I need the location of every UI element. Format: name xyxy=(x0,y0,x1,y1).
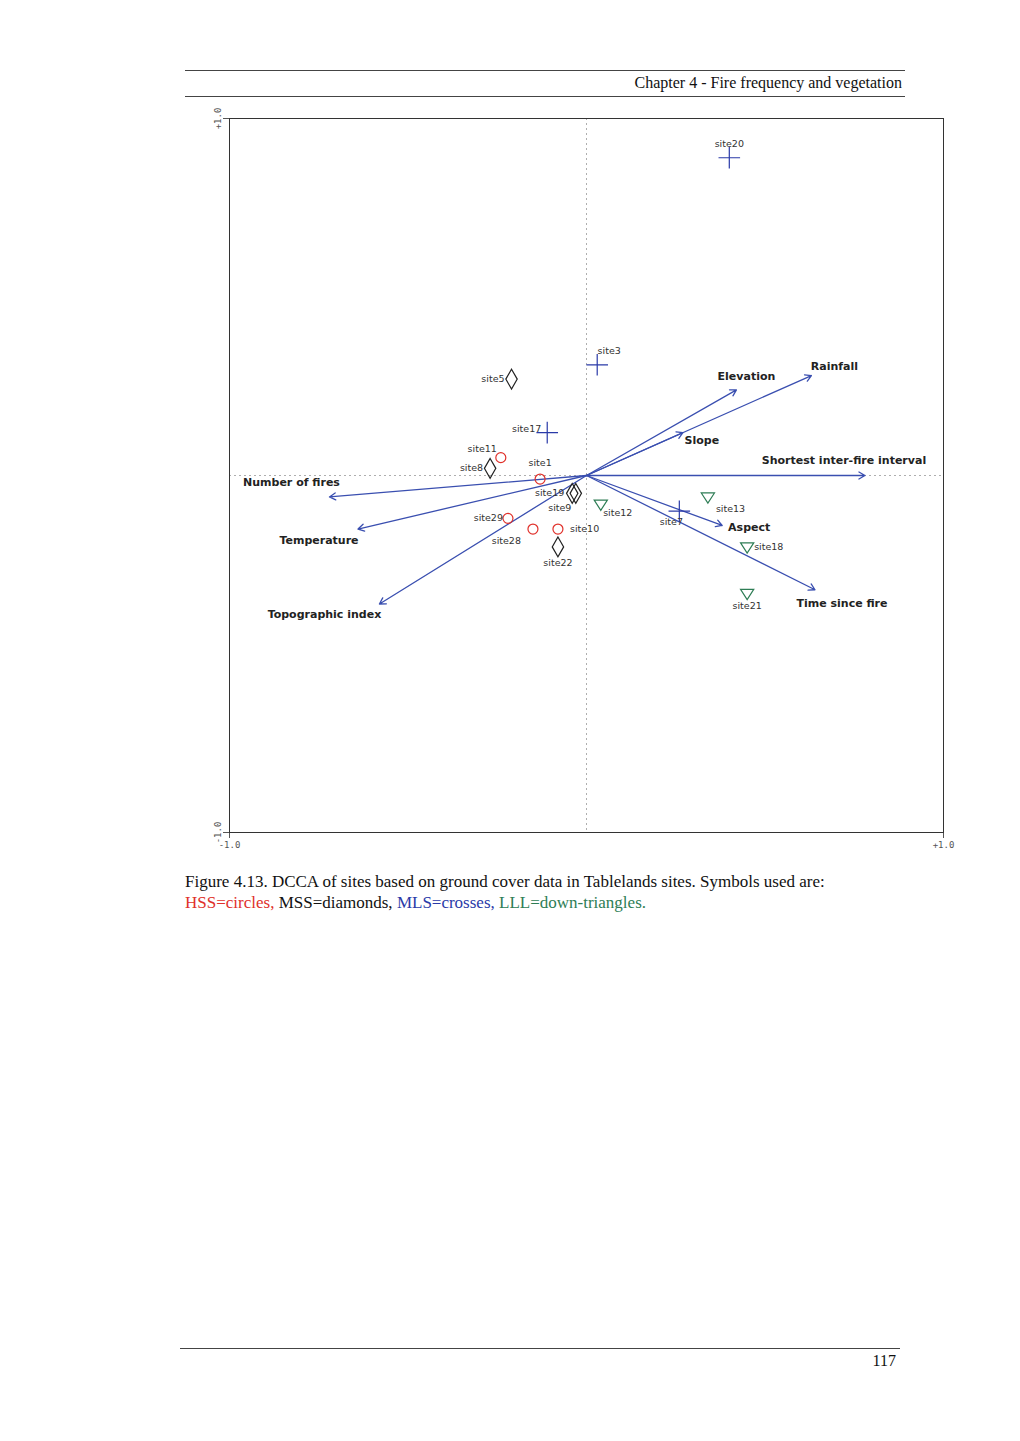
svg-text:site17: site17 xyxy=(512,423,541,434)
svg-text:Slope: Slope xyxy=(685,434,720,447)
svg-text:site28: site28 xyxy=(492,535,521,546)
svg-text:site13: site13 xyxy=(716,503,745,514)
svg-text:site19: site19 xyxy=(535,487,564,498)
svg-text:+1.0: +1.0 xyxy=(213,108,223,130)
svg-text:Rainfall: Rainfall xyxy=(811,360,858,373)
svg-text:site12: site12 xyxy=(603,507,632,518)
svg-text:site9: site9 xyxy=(548,502,571,513)
svg-text:Elevation: Elevation xyxy=(718,370,776,383)
svg-text:site1: site1 xyxy=(528,457,551,468)
svg-text:Temperature: Temperature xyxy=(279,534,358,547)
html-text:Chapter 4 - Fire frequency and: Chapter 4 - Fire frequency and vegetatio… xyxy=(634,74,902,91)
svg-text:site5: site5 xyxy=(481,373,504,384)
svg-text:-1.0: -1.0 xyxy=(212,821,223,844)
svg-text:site22: site22 xyxy=(543,557,572,568)
svg-text:-1.0: -1.0 xyxy=(219,840,241,850)
svg-text:site21: site21 xyxy=(733,600,762,611)
html-text:HSS=circles, MSS=diamonds, MLS: HSS=circles, MSS=diamonds, MLS=crosses, … xyxy=(185,893,646,912)
svg-text:site7: site7 xyxy=(660,516,683,527)
svg-text:Topographic index: Topographic index xyxy=(268,608,382,621)
svg-text:Shortest inter-fire interval: Shortest inter-fire interval xyxy=(762,454,926,467)
svg-text:site20: site20 xyxy=(715,138,744,149)
svg-text:site3: site3 xyxy=(598,345,621,356)
svg-text:Time since fire: Time since fire xyxy=(796,597,887,610)
svg-text:site18: site18 xyxy=(754,541,783,552)
svg-text:site8: site8 xyxy=(460,462,483,473)
svg-text:site10: site10 xyxy=(570,523,599,534)
svg-text:Aspect: Aspect xyxy=(728,521,770,534)
svg-text:site11: site11 xyxy=(468,443,497,454)
svg-text:site29: site29 xyxy=(474,512,503,523)
html-text:Figure 4.13. DCCA of sites bas: Figure 4.13. DCCA of sites based on grou… xyxy=(185,872,825,891)
html-text:117: 117 xyxy=(872,1352,896,1369)
svg-text:+1.0: +1.0 xyxy=(933,840,955,850)
svg-text:Number of fires: Number of fires xyxy=(243,476,340,489)
